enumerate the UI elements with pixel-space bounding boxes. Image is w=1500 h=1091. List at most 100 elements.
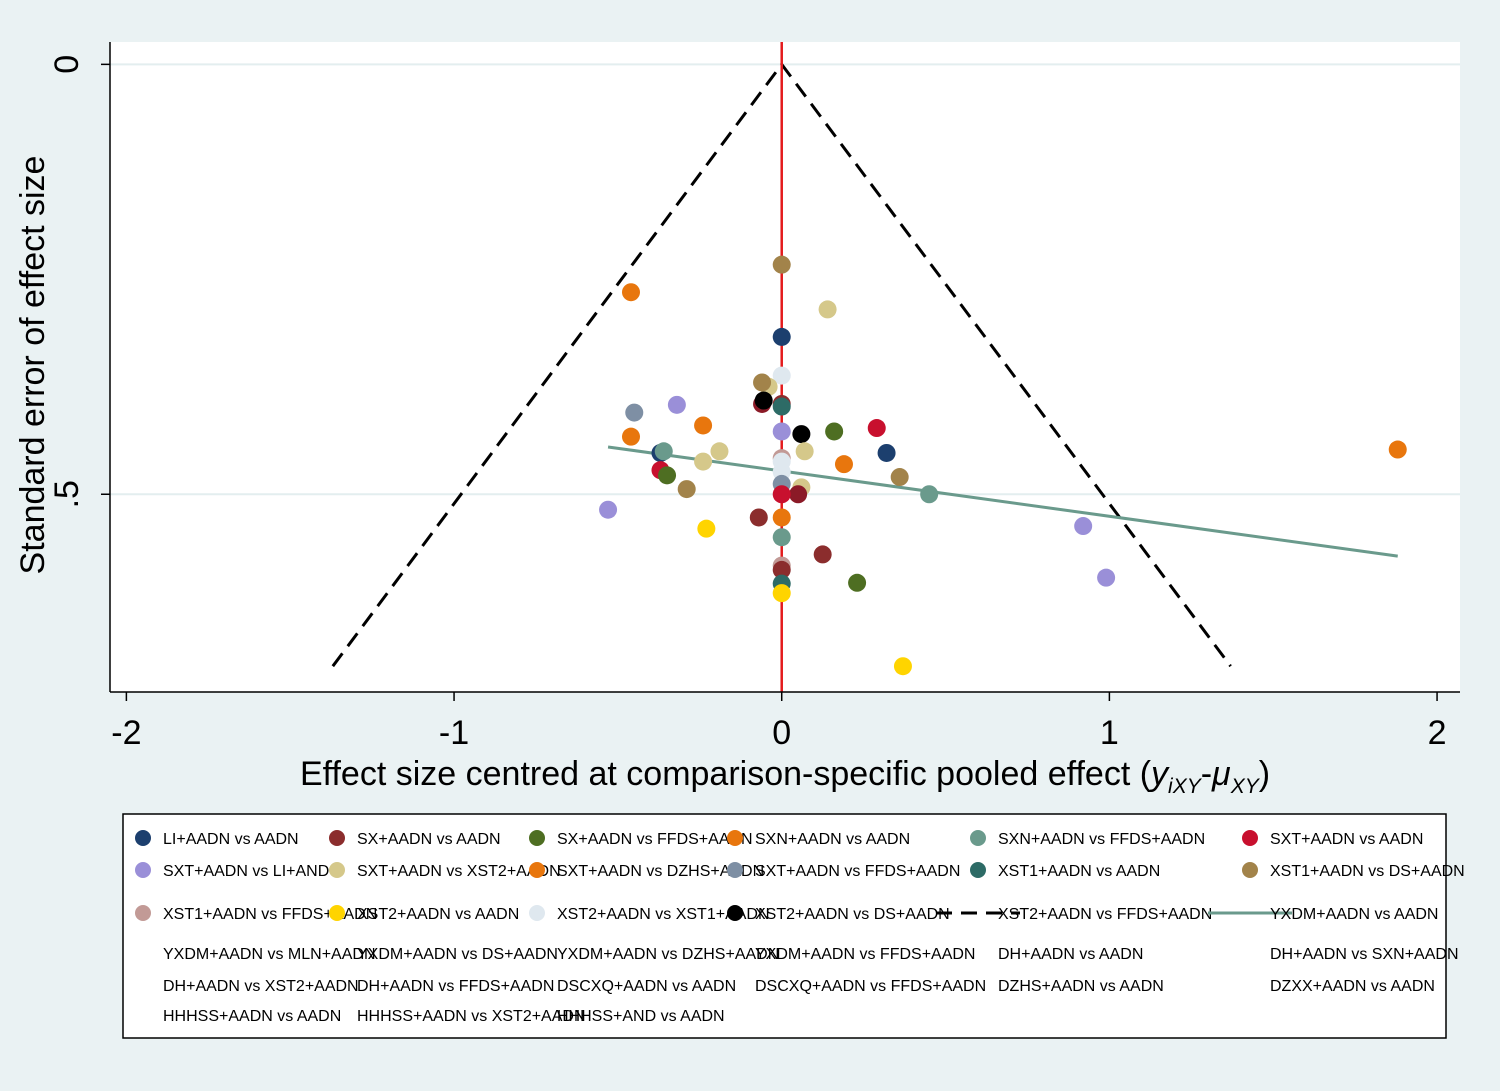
data-point-42 <box>1074 517 1093 536</box>
data-point-8 <box>754 391 773 410</box>
data-point-46 <box>772 560 791 579</box>
legend-marker-11 <box>1242 862 1258 878</box>
y-tick-label-0: 0 <box>48 55 86 74</box>
x-axis-title-main: Effect size centred at comparison-specif… <box>300 755 1152 793</box>
legend-marker-2 <box>529 830 545 846</box>
x-tick-label-1: -1 <box>439 714 469 752</box>
fit-line-group <box>607 445 1398 558</box>
legend-marker-14 <box>529 905 545 921</box>
legend-label-23: DH+AADN vs SXN+AADN <box>1270 946 1459 963</box>
legend-label-8: SXT+AADN vs DZHS+AADN <box>557 863 764 880</box>
legend-label-10: XST1+AADN vs AADN <box>998 863 1160 880</box>
legend-label-1: SX+AADN vs AADN <box>357 831 501 848</box>
data-point-41 <box>697 519 716 538</box>
legend-label-24: DH+AADN vs XST2+AADN <box>163 978 359 995</box>
data-point-22 <box>694 452 713 471</box>
legend-marker-13 <box>329 905 345 921</box>
data-point-43 <box>772 528 791 547</box>
legend-label-28: DZHS+AADN vs AADN <box>998 978 1164 995</box>
data-point-10 <box>772 397 791 416</box>
legend-label-29: DZXX+AADN vs AADN <box>1270 978 1435 995</box>
legend-label-16: XST2+AADN vs FFDS+AADN <box>998 906 1212 923</box>
data-point-51 <box>893 657 912 676</box>
legend-label-15: XST2+AADN vs DS+AADN <box>755 906 950 923</box>
legend-marker-8 <box>529 862 545 878</box>
legend-marker-7 <box>329 862 345 878</box>
legend-label-22: DH+AADN vs AADN <box>998 946 1143 963</box>
legend-label-13: XST2+AADN vs AADN <box>357 906 519 923</box>
x-axis-title-dash: - <box>1201 755 1212 793</box>
legend-label-2: SX+AADN vs FFDS+AADN <box>557 831 753 848</box>
data-point-38 <box>599 500 618 519</box>
data-point-31 <box>890 468 909 487</box>
data-point-35 <box>789 485 808 504</box>
x-ticks: -2 -1 0 1 2 <box>111 692 1447 752</box>
y-tick-label-1: .5 <box>48 480 86 508</box>
x-axis-title-mu-sub: XY <box>1230 775 1261 798</box>
data-point-12 <box>667 395 686 414</box>
x-axis-title-y: y <box>1149 755 1170 793</box>
data-point-14 <box>772 422 791 441</box>
legend-label-5: SXT+AADN vs AADN <box>1270 831 1423 848</box>
data-point-17 <box>867 419 886 438</box>
legend-label-6: SXT+AADN vs LI+AND <box>163 863 329 880</box>
legend-box <box>122 813 1447 1039</box>
data-point-16 <box>825 422 844 441</box>
legend-label-25: DH+AADN vs FFDS+AADN <box>357 978 554 995</box>
legend-label-30: HHHSS+AADN vs AADN <box>163 1008 341 1025</box>
legend-marker-9 <box>727 862 743 878</box>
data-point-33 <box>677 480 696 499</box>
legend-marker-12 <box>135 905 151 921</box>
x-axis-title-close: ) <box>1259 755 1270 793</box>
legend-label-11: XST1+AADN vs DS+AADN <box>1270 863 1465 880</box>
legend: LI+AADN vs AADN SX+AADN vs AADN SX+AADN vs… <box>135 830 1465 1025</box>
legend-label-0: LI+AADN vs AADN <box>163 831 299 848</box>
data-point-23 <box>795 442 814 461</box>
legend-marker-3 <box>727 830 743 846</box>
data-point-27 <box>834 455 853 474</box>
data-point-44 <box>813 545 832 564</box>
legend-label-31: HHHSS+AADN vs XST2+AADN <box>357 1008 586 1025</box>
legend-label-18: YXDM+AADN vs MLN+AADN <box>163 946 376 963</box>
legend-label-3: SXN+AADN vs AADN <box>755 831 910 848</box>
legend-label-7: SXT+AADN vs XST2+AADN <box>357 863 561 880</box>
y-ticks: 0.5 <box>48 55 110 508</box>
legend-marker-6 <box>135 862 151 878</box>
legend-marker-10 <box>970 862 986 878</box>
data-point-6 <box>753 373 772 392</box>
data-point-29 <box>658 466 677 485</box>
data-point-13 <box>694 416 713 435</box>
data-point-18 <box>621 427 640 446</box>
x-tick-label-2: 0 <box>772 714 791 752</box>
x-axis-title: Effect size centred at comparison-specif… <box>300 755 1270 798</box>
data-point-3 <box>772 327 791 346</box>
data-point-11 <box>625 403 644 422</box>
data-point-4 <box>772 366 791 385</box>
data-point-20 <box>654 442 673 461</box>
y-axis-title: Standard error of effect size <box>14 156 52 575</box>
legend-label-20: YXDM+AADN vs DZHS+AADN <box>557 946 779 963</box>
x-axis-title-mu: μ <box>1211 755 1231 793</box>
data-point-37 <box>920 485 939 504</box>
data-point-21 <box>710 442 729 461</box>
x-tick-label-3: 1 <box>1100 714 1119 752</box>
data-point-0 <box>772 255 791 274</box>
data-points <box>599 255 1407 676</box>
data-point-2 <box>818 300 837 319</box>
legend-marker-1 <box>329 830 345 846</box>
data-point-1 <box>621 283 640 302</box>
data-point-39 <box>749 508 768 527</box>
legend-label-17: YXDM+AADN vs AADN <box>1270 906 1438 923</box>
data-point-15 <box>792 425 811 444</box>
legend-label-19: YXDM+AADN vs DS+AADN <box>357 946 558 963</box>
data-point-40 <box>772 508 791 527</box>
data-point-24 <box>877 443 896 462</box>
legend-label-14: XST2+AADN vs XST1+AADN <box>557 906 770 923</box>
legend-label-9: SXT+AADN vs FFDS+AADN <box>755 863 960 880</box>
legend-marker-15 <box>727 905 743 921</box>
data-point-36 <box>772 485 791 504</box>
legend-label-12: XST1+AADN vs FFDS+AADN <box>163 906 377 923</box>
data-point-50 <box>772 584 791 603</box>
data-point-48 <box>848 573 867 592</box>
